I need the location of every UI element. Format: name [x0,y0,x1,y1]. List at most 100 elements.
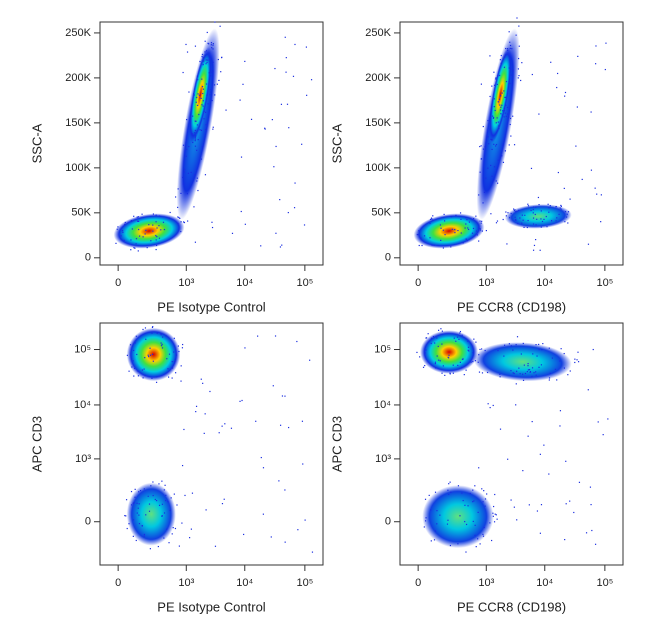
event-dot [479,543,481,545]
event-dot [502,218,504,221]
event-dot [501,92,503,94]
event-dot [195,411,197,413]
event-dot [557,171,559,174]
event-dot [430,217,433,219]
event-dot [165,335,167,337]
event-dot [495,514,497,516]
event-dot [284,541,286,543]
event-dot [171,367,174,369]
event-dot [581,178,583,181]
event-dot [221,503,224,505]
event-dot [600,221,602,223]
event-dot [556,379,558,381]
event-dot [457,229,459,232]
event-dot [485,229,487,232]
event-dot [500,62,502,65]
event-dot [224,423,226,425]
event-dot [221,425,223,427]
event-dot [152,481,154,483]
event-dot [130,249,132,251]
event-dot [155,499,158,502]
event-dot [578,481,581,483]
event-dot [432,215,434,217]
event-dot [436,523,438,525]
event-dot [424,498,427,500]
event-dot [440,227,442,229]
event-dot [577,351,579,353]
event-dot [430,509,432,511]
event-dot [147,354,149,356]
y-tick-label: 250K [65,27,91,39]
event-dot [482,148,485,150]
event-dot [526,226,528,229]
event-dot [305,46,308,48]
event-dot [192,115,194,117]
event-dot [443,213,445,216]
event-dot [558,213,560,215]
event-dot [142,377,144,379]
event-dot [460,366,463,369]
event-dot [186,148,188,150]
event-dot [173,351,175,353]
event-dot [209,88,212,91]
event-dot [540,210,542,212]
event-dot [461,358,464,360]
event-dot [160,342,162,344]
event-dot [155,221,157,223]
event-dot [484,146,486,148]
event-dot [160,333,162,335]
event-dot [539,453,541,455]
event-dot [448,483,450,485]
event-dot [271,119,273,121]
event-dot [160,334,162,336]
event-dot [504,150,506,152]
event-dot [187,220,189,222]
event-dot [129,344,132,346]
event-dot [449,481,451,483]
event-dot [264,128,266,130]
event-dot [260,456,262,459]
event-dot [141,525,143,527]
event-dot [472,501,474,503]
event-dot [460,218,462,220]
event-dot [158,483,160,485]
event-dot [540,504,543,506]
event-dot [459,515,461,517]
event-dot [156,235,158,238]
event-dot [559,207,561,209]
event-dot [518,25,520,27]
event-dot [190,129,192,131]
event-dot [187,172,189,174]
event-dot [465,223,467,225]
event-dot [135,335,137,337]
event-dot [478,227,480,229]
event-dot [469,492,471,495]
event-dot [441,343,443,345]
event-dot [493,179,495,181]
event-dot [205,129,207,131]
event-dot [518,367,520,369]
event-dot [133,349,135,352]
x-axis-title: PE Isotype Control [157,299,265,314]
event-dot [152,326,154,328]
event-dot [178,216,180,219]
event-dot [180,380,182,382]
event-dot [239,400,241,402]
event-dot [569,198,571,200]
event-dot [587,389,589,391]
event-dot [423,526,425,528]
event-dot [202,92,204,95]
event-dot [476,234,478,236]
event-dot [528,504,530,506]
y-tick-label: 150K [65,117,91,129]
event-dot [115,242,117,244]
event-dot [479,145,481,148]
event-dot [449,373,451,375]
event-dot [542,342,544,345]
event-dot [431,244,433,246]
event-dot [281,395,284,397]
event-dot [450,246,452,248]
event-dot [210,71,212,73]
density-region [420,330,479,374]
event-dot [497,121,499,123]
